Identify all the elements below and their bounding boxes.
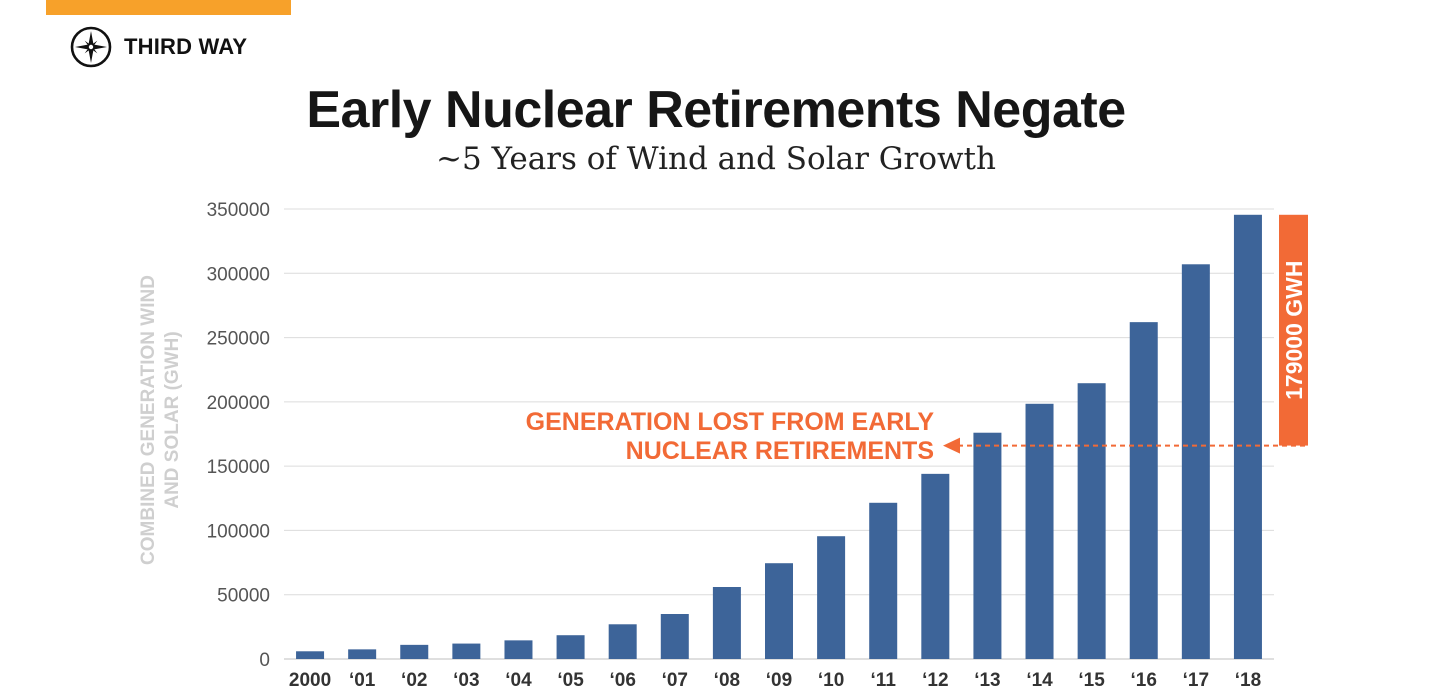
- bar: [869, 502, 898, 659]
- bar: [1077, 383, 1106, 659]
- y-tick-label: 0: [259, 650, 270, 671]
- x-tick-label: ‘16: [1131, 670, 1157, 691]
- left-arrow-icon: [943, 437, 960, 454]
- y-axis-label-line: AND SOLAR (GWH): [162, 331, 183, 508]
- y-axis-label: COMBINED GENERATION WIND AND SOLAR (GWH): [138, 275, 183, 565]
- y-tick-label: 150000: [207, 457, 270, 478]
- bar: [556, 635, 585, 659]
- x-tick-label: ‘01: [349, 670, 376, 691]
- gridlines: [284, 208, 1274, 660]
- brand-name: THIRD WAY: [124, 34, 248, 59]
- x-tick-label: ‘06: [609, 670, 635, 691]
- brand-accent-bar: [46, 0, 291, 15]
- x-tick-label: ‘15: [1078, 670, 1105, 691]
- y-axis-ticks: 0 50000 100000 150000 200000 250000 300000 3500…: [207, 200, 270, 671]
- x-tick-label: ‘13: [974, 670, 1000, 691]
- x-tick-label: ‘09: [766, 670, 792, 691]
- x-tick-label: ‘05: [557, 670, 584, 691]
- x-axis-ticks: 2000 ‘01 ‘02 ‘03 ‘04 ‘05 ‘06 ‘07 ‘08 ‘09 ‘10 ‘11 ‘12…: [289, 670, 1261, 691]
- bar: [400, 644, 429, 659]
- bar: [765, 563, 793, 659]
- y-tick-label: 100000: [207, 521, 270, 542]
- chart-title: Early Nuclear Retirements Negate: [306, 81, 1126, 139]
- y-tick-label: 350000: [207, 200, 270, 221]
- annotation-text-line: GENERATION LOST FROM EARLY: [526, 408, 935, 436]
- y-tick-label: 250000: [207, 329, 270, 350]
- x-tick-label: ‘11: [871, 670, 897, 691]
- y-axis-label-line: COMBINED GENERATION WIND: [138, 275, 159, 565]
- x-tick-label: ‘04: [505, 670, 532, 691]
- bar: [296, 651, 325, 659]
- x-tick-label: ‘03: [453, 670, 479, 691]
- x-tick-label: ‘12: [922, 670, 948, 691]
- bar: [1181, 264, 1210, 659]
- bar: [712, 587, 741, 659]
- bar: [348, 649, 377, 659]
- x-tick-label: ‘08: [714, 670, 740, 691]
- x-tick-label: ‘14: [1026, 670, 1053, 691]
- compass-icon: [70, 26, 112, 68]
- annotation-text-line: NUCLEAR RETIREMENTS: [626, 437, 934, 465]
- bars: [296, 214, 1262, 660]
- y-tick-label: 300000: [207, 264, 270, 285]
- bar: [660, 614, 689, 659]
- bar: [1129, 322, 1158, 659]
- bar: [817, 536, 846, 659]
- chart-subtitle: ~5 Years of Wind and Solar Growth: [436, 141, 996, 177]
- x-tick-label: ‘18: [1235, 670, 1261, 691]
- x-tick-label: ‘17: [1183, 670, 1209, 691]
- bar: [921, 473, 950, 659]
- y-tick-label: 50000: [217, 586, 270, 607]
- third-way-logo[interactable]: THIRD WAY: [70, 26, 247, 68]
- x-tick-label: 2000: [289, 670, 331, 691]
- bar: [1233, 214, 1262, 660]
- bar: [452, 643, 481, 659]
- x-tick-label: ‘02: [401, 670, 427, 691]
- bar: [973, 432, 1002, 659]
- bar: [1025, 403, 1054, 659]
- y-tick-label: 200000: [207, 393, 270, 414]
- range-marker-label: 179000 GWH: [1281, 260, 1307, 399]
- bar: [608, 624, 637, 659]
- bar: [504, 640, 533, 659]
- x-tick-label: ‘10: [818, 670, 844, 691]
- range-marker-bar: [1279, 214, 1308, 446]
- x-tick-label: ‘07: [662, 670, 688, 691]
